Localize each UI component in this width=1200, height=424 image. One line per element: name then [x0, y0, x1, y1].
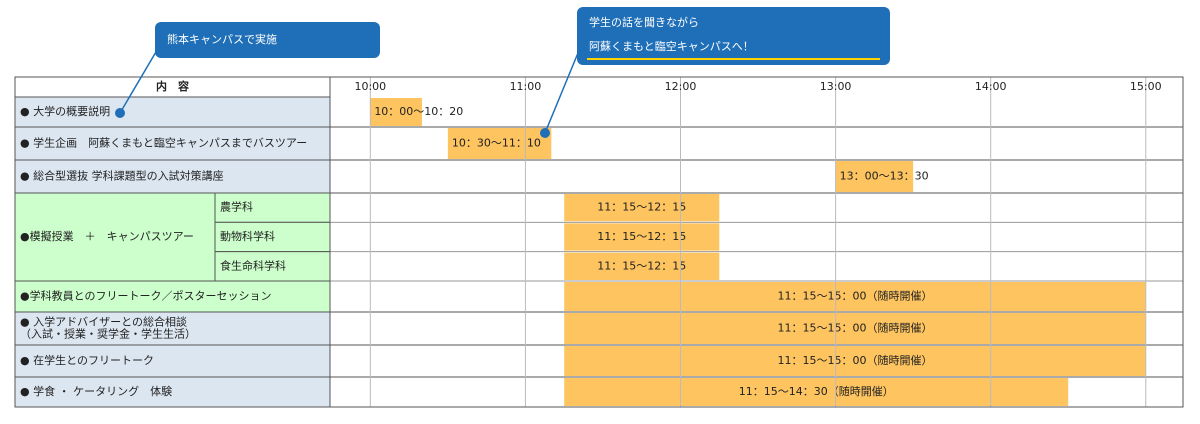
bar-label: 10：00〜10：20	[374, 105, 463, 118]
row-label: ● 学食 ・ ケータリング 体験	[20, 384, 172, 398]
x-tick-label: 12:00	[665, 80, 697, 93]
sub-label: 動物科学科	[220, 229, 275, 243]
callout-text: 学生の話を聞きながら	[589, 15, 699, 29]
time-bar	[447, 128, 552, 159]
callout-dot	[540, 128, 550, 138]
time-bar	[564, 252, 720, 280]
time-bar	[564, 346, 1146, 376]
bar-label: 10：30〜11：10	[452, 137, 541, 150]
bar-label: 11：15〜14：30（随時開催）	[739, 384, 894, 398]
bar-label: 11：15〜15：00（随時開催）	[777, 321, 932, 335]
header-label: 内 容	[156, 79, 189, 93]
time-bar	[564, 194, 720, 222]
time-bar	[564, 282, 1146, 311]
sub-label: 食生命科学科	[220, 258, 286, 272]
bar-label: 11：15〜12：15	[597, 230, 686, 243]
row-label-cell	[14, 344, 331, 378]
sub-label-cell	[214, 251, 331, 282]
row-label: （入試・授業・奨学金・学生生活）	[20, 327, 196, 341]
bar-label: 11：15〜12：15	[597, 201, 686, 214]
row-label: ●模擬授業 ＋ キャンパスツアー	[20, 229, 194, 243]
bar-label: 11：15〜15：00（随時開催）	[777, 353, 932, 367]
row-label: ● 学生企画 阿蘇くまもと臨空キャンパスまでバスツアー	[20, 136, 307, 150]
x-tick-label: 15:00	[1130, 80, 1162, 93]
bar-label: 11：15〜15：00（随時開催）	[777, 289, 932, 303]
sub-label-cell	[214, 221, 331, 253]
row-label-cell	[14, 376, 331, 408]
row-label: ● 入学アドバイザーとの総合相談	[20, 315, 187, 329]
row-label: ● 総合型選抜 学科課題型の入試対策講座	[20, 169, 224, 183]
time-bar	[564, 223, 720, 251]
callout-dot	[115, 108, 125, 118]
callout-text: 熊本キャンパスで実施	[167, 32, 277, 46]
row-label: ● 大学の概要説明	[20, 104, 110, 118]
time-bar	[370, 98, 422, 126]
x-tick-label: 13:00	[820, 80, 852, 93]
row-label-cell	[14, 192, 216, 282]
time-bar	[564, 378, 1069, 406]
x-tick-label: 10:00	[354, 80, 386, 93]
time-bar	[564, 313, 1146, 344]
bar-label: 11：15〜12：15	[597, 259, 686, 272]
x-tick-label: 11:00	[510, 80, 542, 93]
bar-label: 13：00〜13：30	[840, 170, 929, 183]
timeline-frame	[329, 76, 1184, 408]
row-label-cell	[14, 311, 331, 346]
callout-text: 阿蘇くまもと臨空キャンパスへ！	[589, 39, 754, 53]
time-bar	[835, 161, 914, 192]
row-label: ●学科教員とのフリートーク／ポスターセッション	[20, 289, 272, 303]
x-tick-label: 14:00	[975, 80, 1007, 93]
sub-label-cell	[214, 192, 331, 223]
sub-label: 農学科	[220, 200, 253, 214]
callout-box	[155, 22, 380, 58]
callout-box	[577, 7, 890, 65]
row-label-cell	[14, 159, 331, 194]
row-label-cell	[14, 126, 331, 161]
row-label: ● 在学生とのフリートーク	[20, 353, 154, 367]
